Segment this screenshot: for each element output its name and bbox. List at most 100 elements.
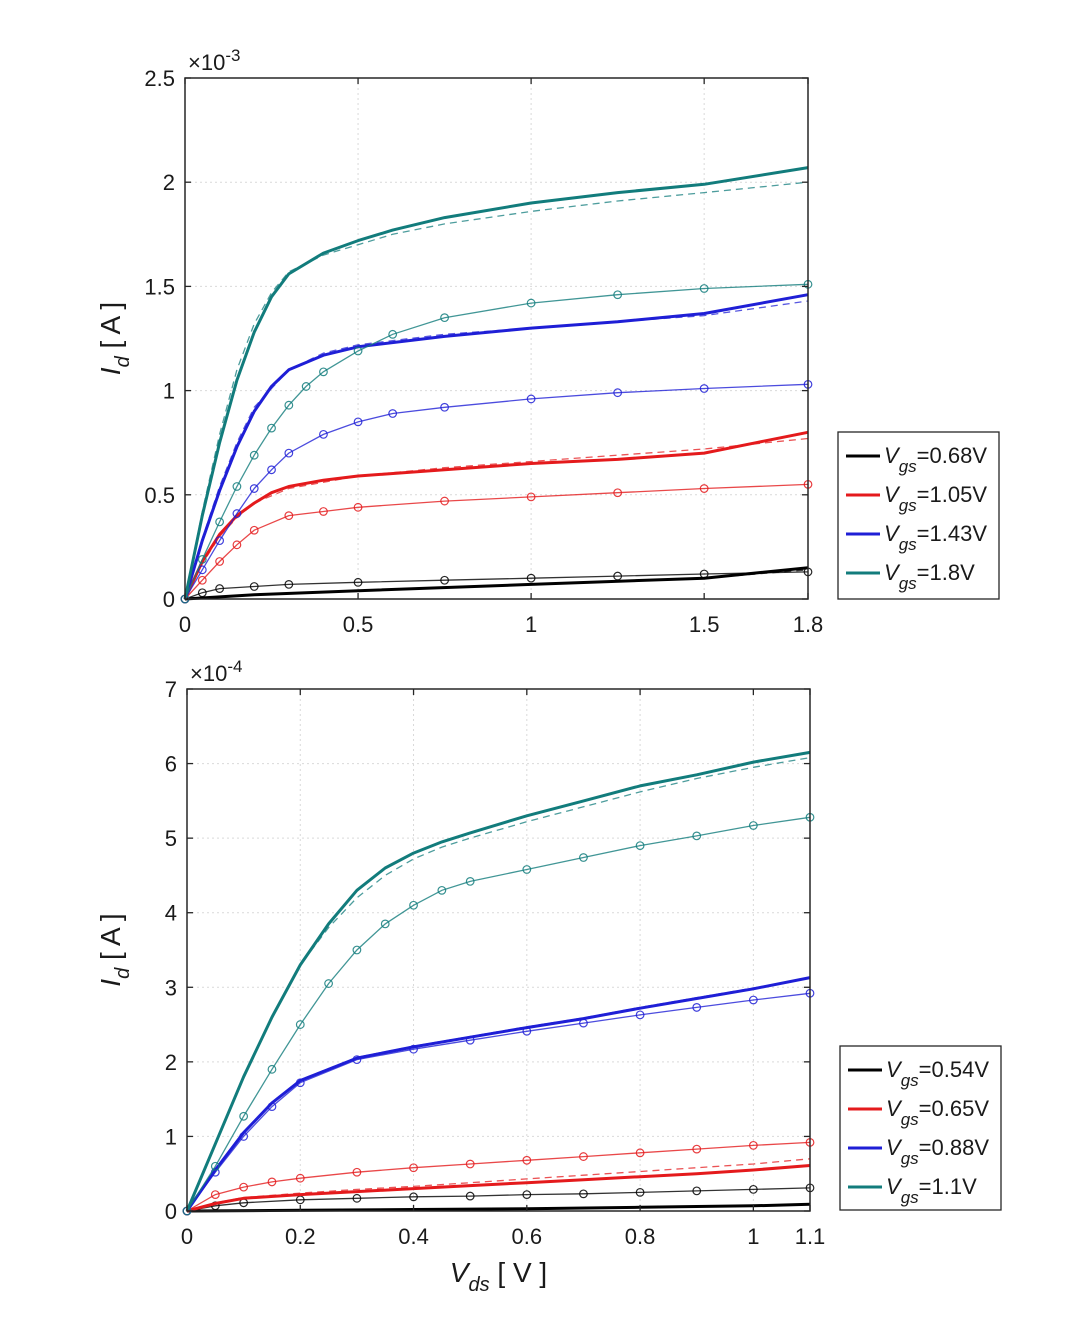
y-tick-label: 4 xyxy=(165,901,177,926)
x-tick-label: 0 xyxy=(181,1224,193,1249)
y-tick-label: 0 xyxy=(163,587,175,612)
data-point-marker xyxy=(635,1148,645,1158)
plot-frame xyxy=(184,77,809,600)
data-point-marker xyxy=(699,484,709,493)
data-point-marker xyxy=(409,1163,418,1173)
series-line-marker xyxy=(186,816,811,1212)
y-tick-label: 7 xyxy=(165,677,177,702)
data-point-marker xyxy=(319,367,328,377)
y-tick-label: 0.5 xyxy=(144,483,175,508)
series-line-solid xyxy=(186,1202,811,1213)
data-point-marker xyxy=(409,1044,418,1054)
x-tick-label: 1.5 xyxy=(689,612,720,637)
series-line-dashed xyxy=(186,977,811,1212)
series-line-marker xyxy=(184,571,809,600)
data-point-marker xyxy=(215,536,225,546)
axis-exponent-label: ×10-3 xyxy=(188,46,240,75)
x-tick-label: 0.4 xyxy=(398,1224,429,1249)
series-line-dashed xyxy=(184,437,809,600)
legend-entry-label: Vgs=1.05V xyxy=(884,482,987,515)
data-point-marker xyxy=(526,394,536,404)
data-point-marker xyxy=(613,488,623,498)
data-point-marker xyxy=(579,853,588,862)
data-point-marker xyxy=(748,1184,758,1194)
x-tick-label: 0.6 xyxy=(512,1224,543,1249)
data-point-marker xyxy=(284,511,294,521)
data-point-marker xyxy=(613,290,623,300)
data-point-marker xyxy=(613,571,623,581)
series-line-solid xyxy=(185,750,811,1212)
data-point-marker xyxy=(352,1193,362,1203)
data-point-marker xyxy=(748,1140,758,1150)
data-point-marker xyxy=(579,1152,588,1161)
y-tick-label: 1 xyxy=(165,1124,177,1149)
data-point-marker xyxy=(352,1167,362,1177)
data-point-marker xyxy=(249,450,259,460)
y-tick-label: 0 xyxy=(165,1199,177,1224)
legend-entry-label: Vgs=0.68V xyxy=(884,443,987,476)
x-tick-label: 1 xyxy=(525,612,537,637)
data-point-marker xyxy=(215,557,225,566)
y-tick-label: 1 xyxy=(163,379,175,404)
series-line-solid xyxy=(183,166,809,600)
series-line-marker xyxy=(184,383,809,600)
y-tick-label: 2 xyxy=(163,170,175,195)
series-line-marker xyxy=(186,992,811,1212)
data-point-marker xyxy=(353,417,363,427)
data-point-marker xyxy=(197,575,207,585)
series-line-dashed xyxy=(184,300,809,600)
x-tick-label: 1.8 xyxy=(793,612,824,637)
data-point-marker xyxy=(465,1191,475,1201)
data-point-marker xyxy=(353,502,363,512)
data-point-marker xyxy=(353,577,363,587)
x-tick-label: 0.8 xyxy=(625,1224,656,1249)
data-point-marker xyxy=(440,313,449,323)
data-point-marker xyxy=(699,384,709,393)
y-tick-label: 2 xyxy=(165,1050,177,1075)
data-point-marker xyxy=(232,540,242,550)
series-line-solid xyxy=(186,1164,811,1213)
data-point-marker xyxy=(465,1159,475,1169)
data-point-marker xyxy=(409,1192,418,1202)
legend-entry-label: Vgs=0.54V xyxy=(886,1057,989,1090)
data-point-marker xyxy=(522,1190,532,1199)
legend-box xyxy=(837,431,1000,600)
data-point-marker xyxy=(437,885,447,895)
data-point-marker xyxy=(267,1177,277,1187)
data-point-marker xyxy=(267,465,276,475)
data-point-marker xyxy=(465,876,475,886)
y-axis-label: Id [ A ] xyxy=(95,913,134,986)
data-point-marker xyxy=(526,492,536,502)
legend: Vgs=0.68V Vgs=1.05V Vgs=1.43V Vgs=1.8V xyxy=(837,431,1000,600)
series-line-marker xyxy=(186,1187,811,1212)
data-point-marker xyxy=(324,979,333,988)
data-point-marker xyxy=(440,496,449,506)
data-point-marker xyxy=(284,448,294,458)
x-tick-label: 1.1 xyxy=(795,1224,826,1249)
data-point-marker xyxy=(239,1182,249,1192)
legend-box xyxy=(839,1045,1002,1211)
data-point-marker xyxy=(197,588,207,598)
series-line-marker xyxy=(186,1141,811,1212)
plot-frame xyxy=(186,688,811,1212)
data-point-marker xyxy=(388,409,398,418)
data-point-marker xyxy=(353,346,363,356)
data-point-marker xyxy=(692,831,702,841)
data-point-marker xyxy=(522,865,532,874)
data-point-marker xyxy=(295,1020,305,1029)
data-point-marker xyxy=(352,945,362,955)
data-point-marker xyxy=(635,1010,645,1020)
y-axis-label: Id [ A ] xyxy=(95,302,134,375)
x-tick-label: 0.5 xyxy=(343,612,374,637)
data-point-marker xyxy=(579,1018,588,1028)
series-line-solid xyxy=(183,293,809,600)
data-point-marker xyxy=(526,298,536,308)
data-point-marker xyxy=(249,582,259,591)
y-tick-label: 5 xyxy=(165,826,177,851)
series-line-solid xyxy=(183,430,809,600)
data-point-marker xyxy=(284,580,294,589)
data-point-marker xyxy=(635,1187,645,1197)
chart-panel-2: 0 0.2 0.4 0.6 0.8 1 1.1 0 1 2 3 4 5 6 7 ×10-4 Id [ A ] Vd… xyxy=(95,657,1002,1296)
data-point-marker xyxy=(748,995,758,1005)
data-point-marker xyxy=(692,1144,702,1154)
